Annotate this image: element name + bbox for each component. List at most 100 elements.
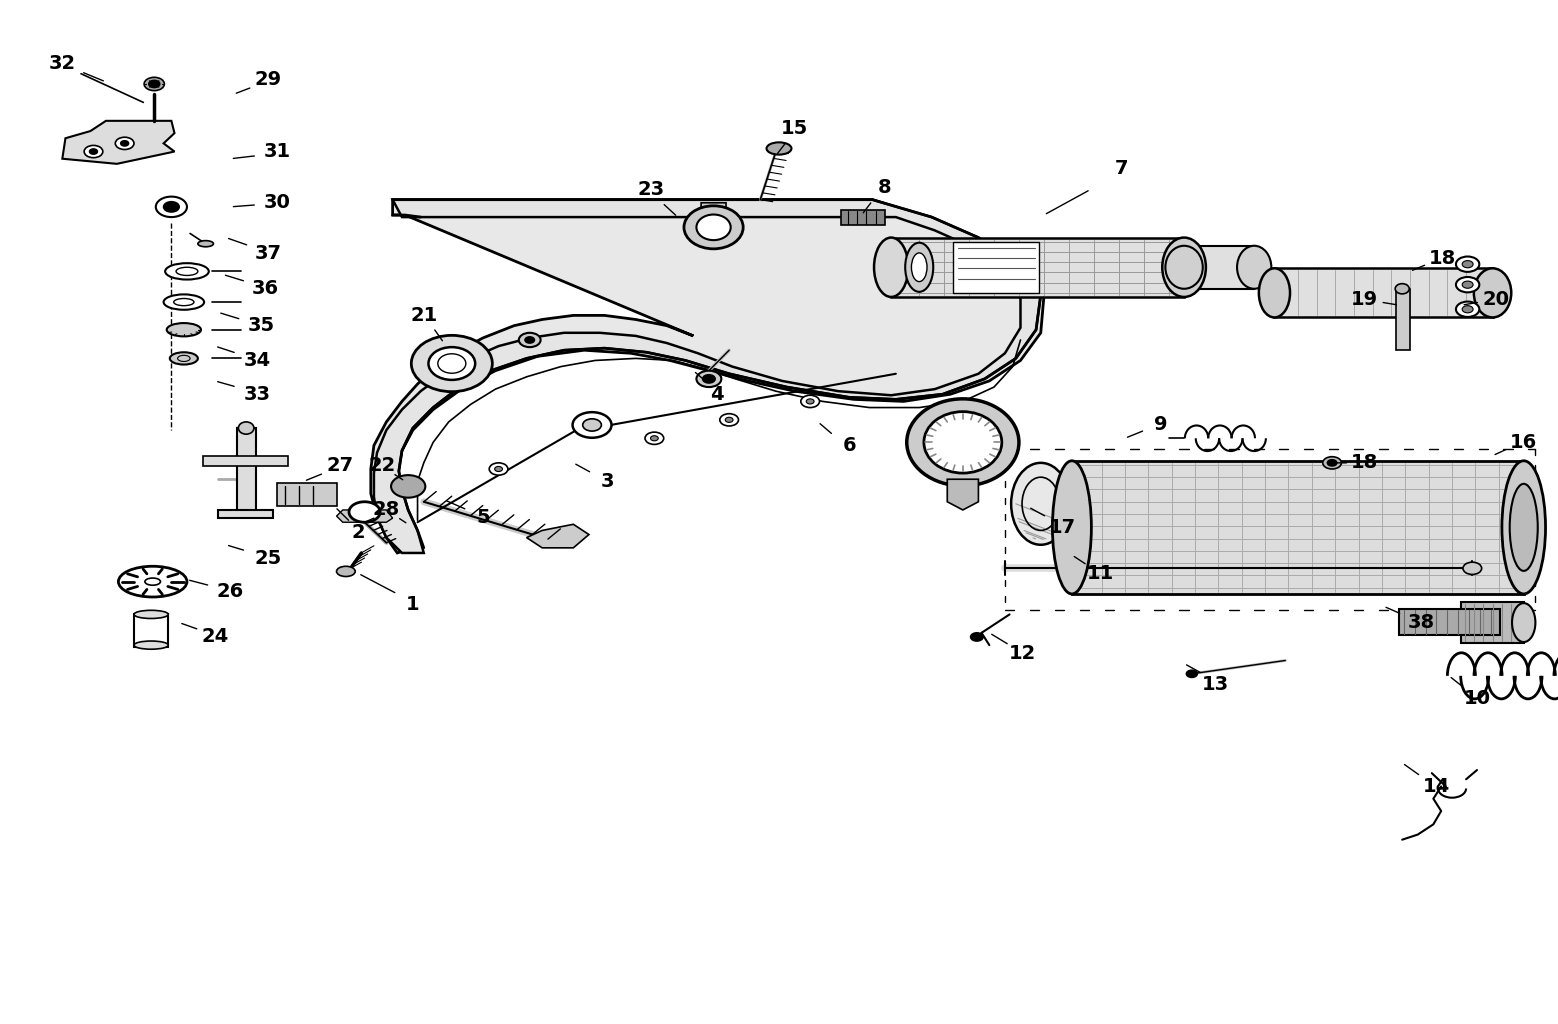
Text: 10: 10 (1463, 689, 1491, 708)
Text: 38: 38 (1407, 613, 1435, 632)
Text: 31: 31 (263, 142, 291, 161)
Ellipse shape (651, 436, 657, 440)
Ellipse shape (489, 463, 508, 475)
Bar (203, 456, 288, 466)
Ellipse shape (411, 336, 492, 391)
Ellipse shape (122, 141, 128, 145)
Bar (277, 483, 337, 506)
Ellipse shape (337, 566, 355, 577)
Text: 26: 26 (217, 583, 245, 601)
Ellipse shape (198, 241, 213, 247)
Ellipse shape (1323, 457, 1341, 469)
Ellipse shape (1463, 562, 1482, 574)
Ellipse shape (1165, 246, 1203, 289)
Ellipse shape (874, 238, 908, 297)
Ellipse shape (164, 295, 204, 309)
Ellipse shape (84, 145, 103, 158)
Bar (1399, 609, 1500, 635)
Ellipse shape (907, 398, 1019, 485)
Ellipse shape (1396, 284, 1408, 294)
Polygon shape (374, 200, 1041, 553)
Text: 2: 2 (352, 523, 365, 542)
Text: 23: 23 (637, 180, 665, 199)
Ellipse shape (696, 215, 731, 240)
Text: 11: 11 (1086, 564, 1114, 583)
Text: 18: 18 (1351, 454, 1379, 472)
Ellipse shape (1259, 268, 1290, 317)
Text: 16: 16 (1510, 433, 1538, 452)
Ellipse shape (767, 142, 791, 155)
Ellipse shape (238, 422, 254, 434)
Bar (841, 210, 885, 225)
Ellipse shape (1011, 463, 1070, 545)
Ellipse shape (495, 467, 502, 471)
Text: 20: 20 (1482, 290, 1510, 308)
Ellipse shape (1461, 261, 1472, 267)
Text: 34: 34 (243, 351, 271, 370)
Ellipse shape (1455, 278, 1479, 293)
Bar (1072, 461, 1524, 594)
Bar (1461, 602, 1524, 643)
Text: 4: 4 (710, 385, 723, 403)
Ellipse shape (1474, 268, 1511, 317)
Ellipse shape (696, 371, 721, 387)
Text: 30: 30 (263, 194, 291, 212)
Ellipse shape (572, 413, 611, 438)
Text: 17: 17 (1049, 518, 1077, 537)
Bar (134, 614, 168, 647)
Text: 15: 15 (781, 119, 809, 137)
Ellipse shape (89, 150, 97, 155)
Ellipse shape (170, 352, 198, 365)
Bar (891, 238, 1184, 297)
Text: 14: 14 (1422, 777, 1450, 796)
Text: 37: 37 (254, 245, 282, 263)
Ellipse shape (349, 502, 380, 522)
Text: 9: 9 (1154, 416, 1167, 434)
Ellipse shape (1510, 484, 1538, 571)
Ellipse shape (519, 333, 541, 347)
Ellipse shape (118, 566, 187, 597)
Text: 33: 33 (243, 385, 271, 403)
Ellipse shape (911, 253, 927, 282)
Text: 36: 36 (251, 280, 279, 298)
Bar (1274, 268, 1493, 317)
Ellipse shape (156, 197, 187, 217)
Polygon shape (337, 510, 393, 522)
Bar (1184, 246, 1254, 289)
Polygon shape (62, 121, 174, 164)
Ellipse shape (428, 347, 475, 380)
Ellipse shape (1461, 306, 1472, 313)
Text: 29: 29 (254, 71, 282, 89)
Text: 12: 12 (1008, 644, 1036, 663)
Ellipse shape (1162, 238, 1206, 297)
Ellipse shape (807, 399, 813, 403)
Ellipse shape (1053, 461, 1091, 594)
Ellipse shape (143, 77, 165, 90)
Text: 18: 18 (1429, 249, 1457, 267)
Ellipse shape (134, 641, 168, 649)
Ellipse shape (525, 337, 534, 343)
Text: 28: 28 (372, 501, 400, 519)
Text: 25: 25 (254, 549, 282, 567)
Ellipse shape (720, 414, 738, 426)
Ellipse shape (645, 432, 664, 444)
Ellipse shape (1511, 603, 1535, 642)
Polygon shape (701, 203, 726, 217)
Text: 3: 3 (601, 472, 614, 490)
Ellipse shape (134, 610, 168, 618)
Ellipse shape (971, 633, 983, 641)
Text: 21: 21 (410, 306, 438, 325)
Text: 1: 1 (407, 595, 419, 613)
Text: 19: 19 (1351, 290, 1379, 308)
Bar (237, 428, 256, 515)
Ellipse shape (684, 206, 743, 249)
Text: 22: 22 (368, 457, 396, 475)
Ellipse shape (165, 263, 209, 280)
Ellipse shape (145, 578, 160, 585)
Bar (953, 242, 1039, 293)
Polygon shape (527, 524, 589, 548)
Text: 8: 8 (879, 178, 891, 197)
Ellipse shape (924, 412, 1002, 473)
Ellipse shape (115, 137, 134, 150)
Ellipse shape (1502, 461, 1546, 594)
